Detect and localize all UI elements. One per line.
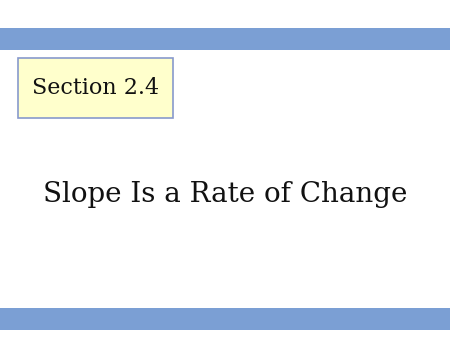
- Text: Section 2.4: Section 2.4: [32, 77, 159, 99]
- Bar: [0, 308, 450, 330]
- Bar: [0, 28, 450, 50]
- Text: Slope Is a Rate of Change: Slope Is a Rate of Change: [43, 182, 407, 209]
- Bar: [18, 58, 173, 118]
